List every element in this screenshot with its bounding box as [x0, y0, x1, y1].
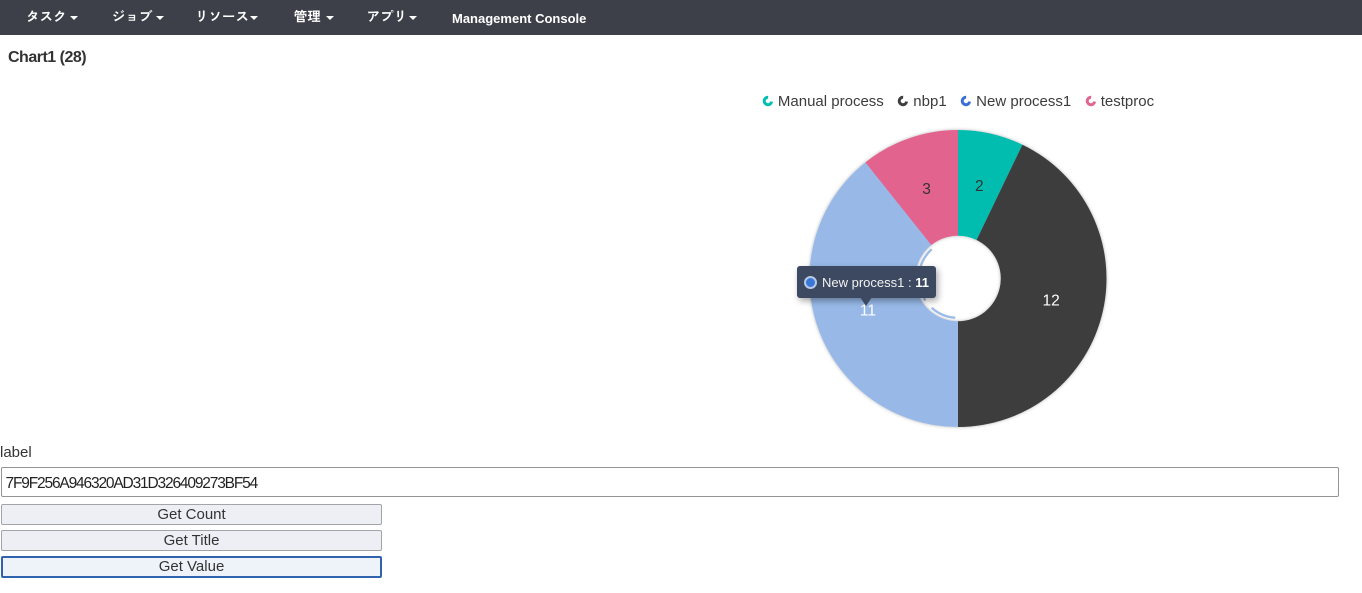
svg-text:2: 2 — [975, 178, 984, 195]
svg-text:12: 12 — [1042, 293, 1059, 310]
svg-text:3: 3 — [922, 181, 931, 198]
